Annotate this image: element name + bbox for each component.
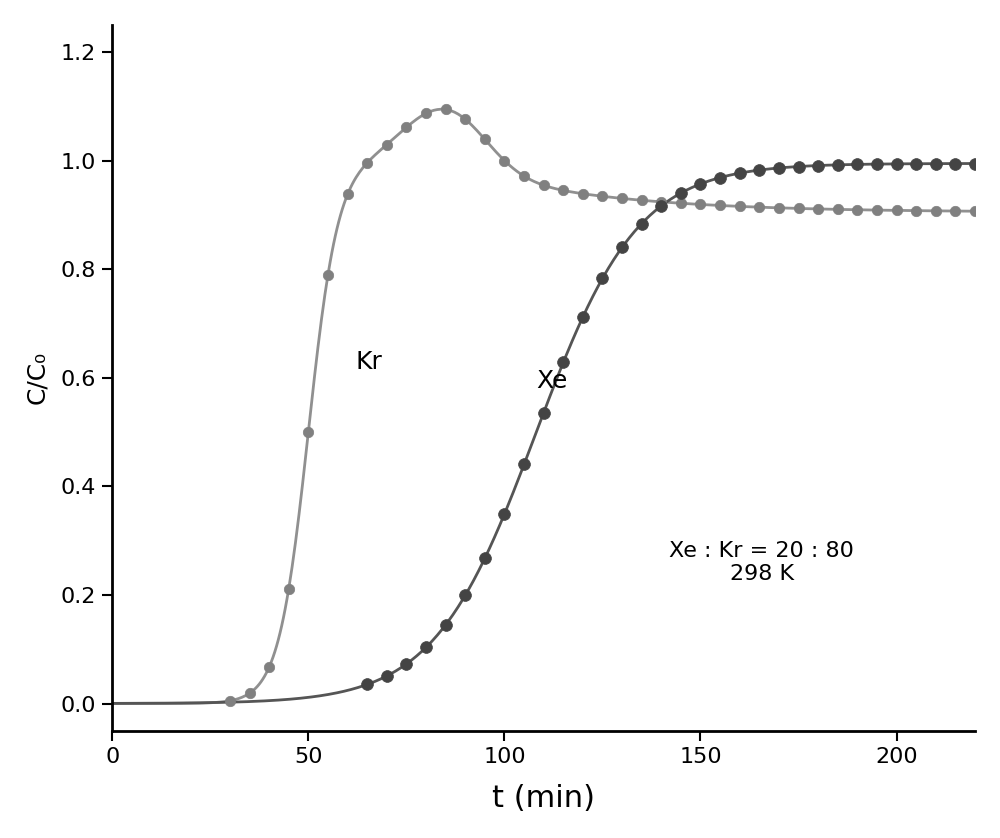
Text: Xe : Kr = 20 : 80
298 K: Xe : Kr = 20 : 80 298 K — [669, 541, 854, 584]
Text: Xe: Xe — [536, 369, 567, 392]
X-axis label: t (min): t (min) — [492, 784, 595, 813]
Y-axis label: C/C₀: C/C₀ — [25, 351, 49, 405]
Text: Kr: Kr — [355, 349, 382, 374]
